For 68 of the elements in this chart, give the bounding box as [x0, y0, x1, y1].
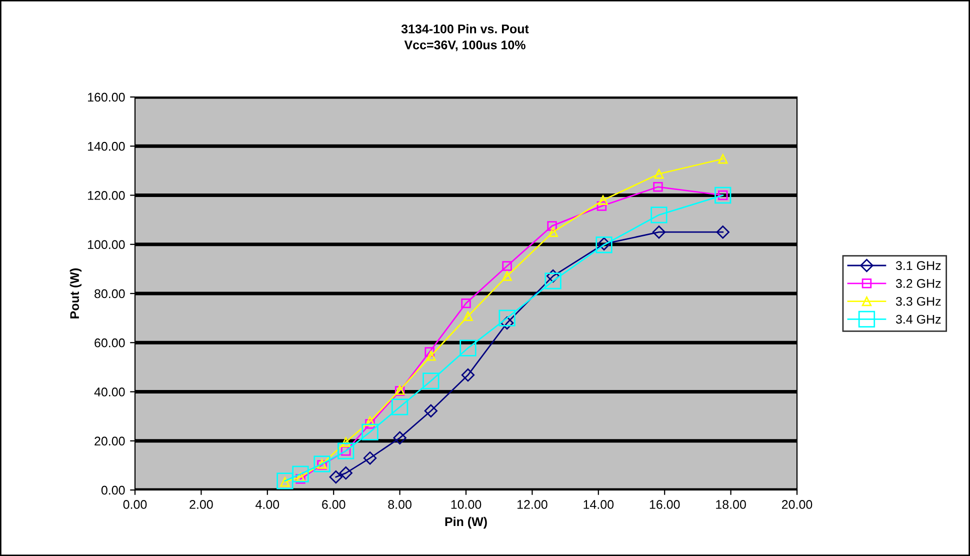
chart-subtitle: Vcc=36V, 100us 10%	[404, 40, 526, 52]
point	[502, 271, 512, 281]
point	[547, 221, 557, 231]
point	[314, 456, 330, 472]
point	[329, 470, 343, 484]
x-tick-label: 8.00	[388, 500, 412, 509]
point	[362, 424, 378, 440]
y-tick-label: 140.00	[88, 142, 125, 151]
point	[422, 372, 440, 390]
point	[276, 472, 294, 490]
y-tick-label: 160.00	[88, 92, 125, 102]
point	[596, 201, 607, 211]
point	[461, 298, 471, 308]
x-tick-label: 6.00	[322, 500, 346, 509]
point	[339, 466, 352, 480]
point	[652, 226, 666, 239]
chart-title: 3134-100 Pin vs. Pout	[401, 24, 529, 34]
x-tick-label: 14.00	[584, 500, 614, 509]
point	[426, 351, 436, 361]
point	[363, 451, 377, 465]
point	[460, 340, 476, 356]
point	[597, 237, 611, 250]
point	[365, 419, 375, 429]
y-tick-label: 0.00	[101, 486, 125, 495]
point	[546, 269, 560, 283]
point	[292, 466, 309, 482]
point	[714, 186, 732, 204]
legend-label: 3.4 GHz	[896, 314, 941, 324]
y-tick-label: 80.00	[94, 289, 125, 298]
point	[461, 368, 475, 382]
point	[502, 261, 512, 271]
x-tick-label: 10.00	[451, 500, 482, 509]
x-tick-label: 0.00	[123, 500, 147, 509]
point	[463, 311, 473, 321]
y-tick-label: 60.00	[94, 338, 125, 348]
point	[393, 431, 406, 445]
point	[498, 310, 516, 326]
x-tick-label: 20.00	[782, 500, 812, 509]
point	[340, 437, 351, 447]
point	[548, 227, 558, 237]
x-tick-label: 18.00	[716, 500, 746, 509]
point	[365, 416, 375, 426]
point	[338, 442, 354, 460]
x-tick-label: 12.00	[518, 500, 548, 509]
y-tick-label: 20.00	[94, 436, 125, 446]
y-tick-label: 120.00	[88, 191, 125, 200]
x-tick-label: 4.00	[256, 500, 280, 509]
point	[654, 169, 664, 179]
x-axis-title: Pin (W)	[445, 516, 487, 529]
point	[598, 195, 608, 206]
point	[544, 272, 562, 290]
point	[424, 347, 434, 357]
legend-label: 3.2 GHz	[896, 279, 941, 288]
legend-label: 3.1 GHz	[896, 261, 941, 270]
point	[596, 236, 612, 254]
x-tick-label: 16.00	[650, 500, 680, 509]
point	[653, 182, 663, 192]
y-tick-label: 40.00	[94, 388, 125, 396]
y-axis-title: Pout (W)	[70, 268, 82, 318]
y-tick-label: 100.00	[88, 240, 125, 250]
legend-label: 3.3 GHz	[896, 296, 941, 306]
point	[500, 316, 514, 330]
x-tick-label: 2.00	[190, 500, 213, 509]
point	[718, 154, 728, 164]
point	[716, 226, 730, 239]
point	[391, 398, 408, 416]
point	[424, 404, 438, 418]
point	[650, 206, 668, 224]
